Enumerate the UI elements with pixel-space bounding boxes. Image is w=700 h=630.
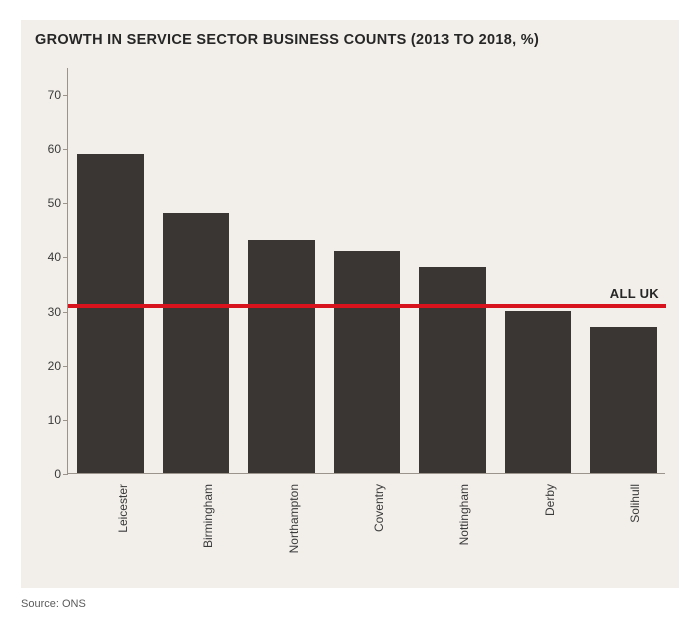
bar bbox=[590, 327, 657, 473]
bar bbox=[248, 240, 315, 473]
reference-line-label: ALL UK bbox=[610, 286, 659, 301]
reference-line bbox=[68, 304, 666, 308]
bar bbox=[419, 267, 486, 473]
y-tick-mark bbox=[63, 474, 68, 475]
x-tick-label: Northampton bbox=[287, 484, 301, 584]
y-tick-label: 40 bbox=[35, 250, 61, 264]
y-tick-mark bbox=[63, 95, 68, 96]
y-tick-label: 60 bbox=[35, 142, 61, 156]
y-tick-mark bbox=[63, 257, 68, 258]
x-tick-label: Coventry bbox=[372, 484, 386, 584]
y-tick-label: 50 bbox=[35, 196, 61, 210]
y-tick-mark bbox=[63, 312, 68, 313]
y-tick-mark bbox=[63, 149, 68, 150]
chart-title: GROWTH IN SERVICE SECTOR BUSINESS COUNTS… bbox=[35, 32, 539, 48]
x-tick-label: Solihull bbox=[628, 484, 642, 584]
figure-container: GROWTH IN SERVICE SECTOR BUSINESS COUNTS… bbox=[0, 0, 700, 630]
x-tick-label: Leicester bbox=[116, 484, 130, 584]
source-text: Source: ONS bbox=[21, 598, 86, 610]
x-tick-label: Derby bbox=[543, 484, 557, 584]
y-tick-label: 0 bbox=[35, 467, 61, 481]
x-tick-label: Birmingham bbox=[201, 484, 215, 584]
chart-panel: GROWTH IN SERVICE SECTOR BUSINESS COUNTS… bbox=[21, 20, 679, 588]
bar bbox=[505, 311, 572, 473]
y-tick-label: 20 bbox=[35, 359, 61, 373]
plot-area: ALL UK bbox=[67, 68, 665, 474]
x-tick-label: Nottingham bbox=[457, 484, 471, 584]
y-tick-label: 10 bbox=[35, 413, 61, 427]
y-tick-mark bbox=[63, 203, 68, 204]
y-tick-label: 30 bbox=[35, 305, 61, 319]
bar bbox=[163, 213, 230, 473]
y-tick-label: 70 bbox=[35, 88, 61, 102]
y-tick-mark bbox=[63, 420, 68, 421]
y-tick-mark bbox=[63, 366, 68, 367]
bar bbox=[334, 251, 401, 473]
bar bbox=[77, 154, 144, 473]
